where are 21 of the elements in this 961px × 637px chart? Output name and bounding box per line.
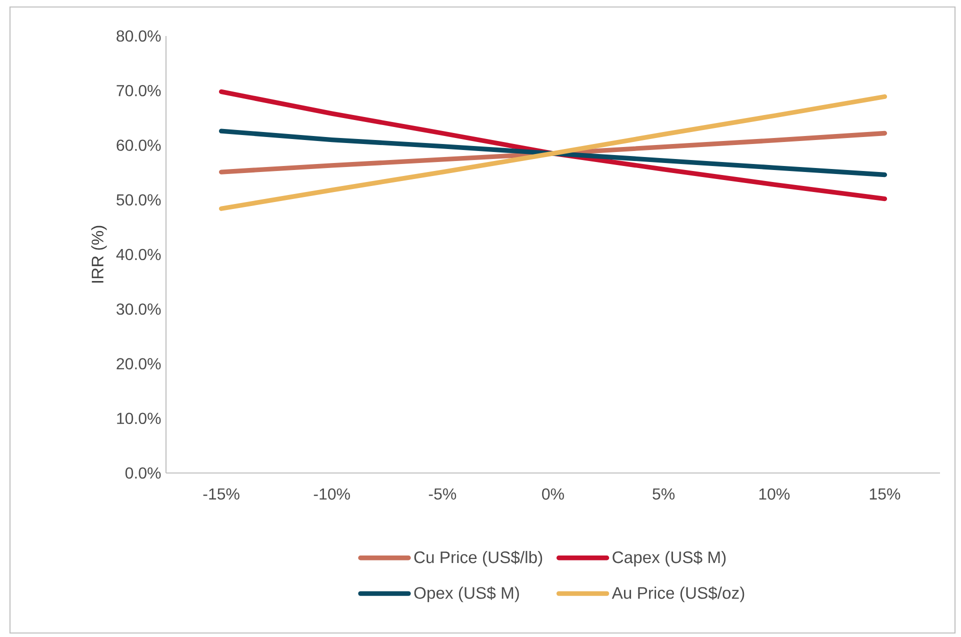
y-tick-label: 20.0% (116, 358, 161, 370)
x-tick-label: 0% (542, 488, 564, 500)
x-tick-label: 10% (759, 488, 790, 500)
y-tick-label: 40.0% (116, 248, 161, 260)
y-tick-label: 0.0% (125, 467, 161, 479)
legend-label: Au Price (US$/oz) (612, 586, 744, 602)
y-axis-title: IRR (%) (91, 226, 107, 283)
legend-label: Cu Price (US$/lb) (414, 550, 542, 566)
x-tick-label: -10% (314, 488, 350, 500)
y-tick-label: 60.0% (116, 140, 161, 151)
y-tick-label: 50.0% (116, 194, 161, 206)
y-tick-label: 80.0% (116, 30, 161, 42)
y-tick-label: 30.0% (116, 303, 161, 315)
legend-label: Capex (US$ M) (612, 550, 726, 566)
legend-label: Opex (US$ M) (414, 586, 519, 602)
x-tick-label: 5% (652, 488, 675, 500)
y-tick-label: 70.0% (116, 84, 161, 96)
y-tick-label: 10.0% (117, 412, 161, 424)
x-tick-label: 15% (870, 488, 900, 500)
x-tick-label: -5% (428, 488, 456, 500)
x-tick-label: -15% (203, 488, 240, 500)
